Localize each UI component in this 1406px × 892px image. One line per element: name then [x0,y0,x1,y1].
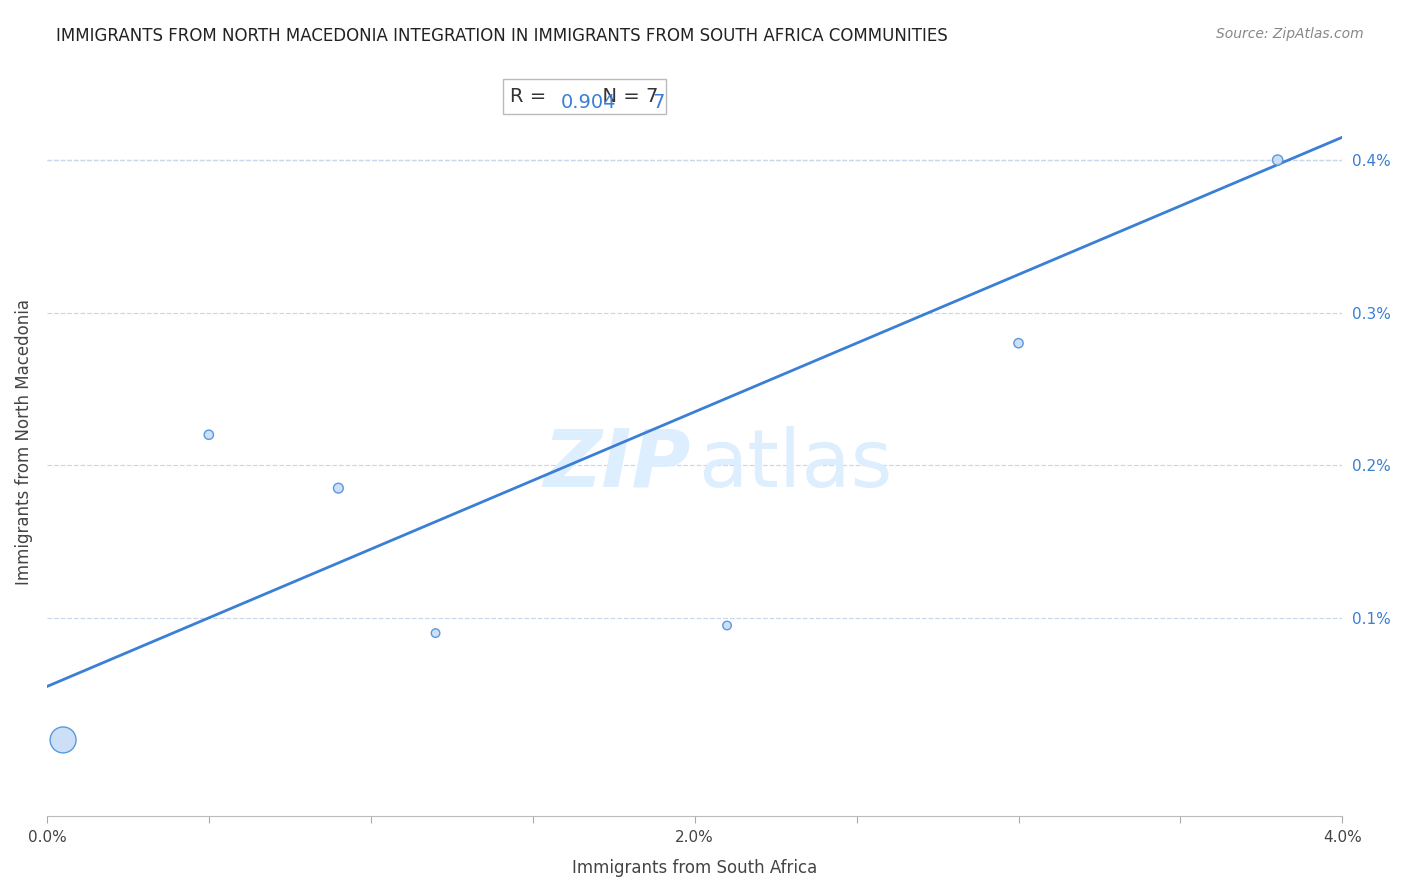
Point [198,427,221,442]
Text: 0.904: 0.904 [561,93,617,112]
Point [1267,153,1289,167]
Point [52,733,75,747]
Text: Source: ZipAtlas.com: Source: ZipAtlas.com [1216,27,1364,41]
Point [716,618,738,632]
Point [1007,336,1029,351]
Point [328,481,350,495]
Text: IMMIGRANTS FROM NORTH MACEDONIA INTEGRATION IN IMMIGRANTS FROM SOUTH AFRICA COMM: IMMIGRANTS FROM NORTH MACEDONIA INTEGRAT… [56,27,948,45]
Y-axis label: Immigrants from North Macedonia: Immigrants from North Macedonia [15,300,32,585]
Text: ZIP: ZIP [543,425,690,504]
Text: atlas: atlas [699,425,893,504]
Text: R =         N = 7: R = N = 7 [510,87,659,106]
Text: 7: 7 [652,93,664,112]
X-axis label: Immigrants from South Africa: Immigrants from South Africa [572,859,817,877]
Point [425,626,447,640]
